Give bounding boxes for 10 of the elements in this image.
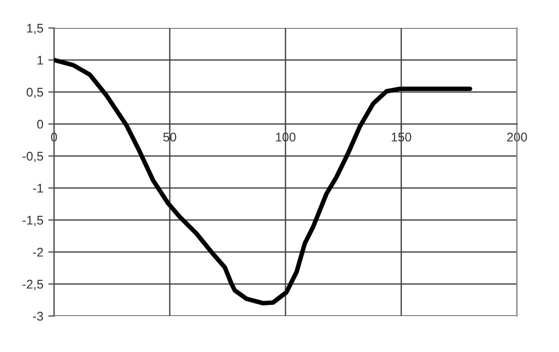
y-tick-label: -3 [33,312,44,321]
y-tick-label: -0,5 [22,152,44,162]
y-tick-label: -2 [33,248,43,257]
y-tick-label: -1,5 [22,216,44,226]
y-tick-label: 1,5 [27,24,44,34]
y-tick-label: -2,5 [22,280,44,290]
y-tick-label: 0,5 [26,88,44,98]
y-tick-label: 1 [38,56,43,65]
y-tick-label: -1 [33,184,43,193]
y-tick-label: 0 [37,120,44,129]
